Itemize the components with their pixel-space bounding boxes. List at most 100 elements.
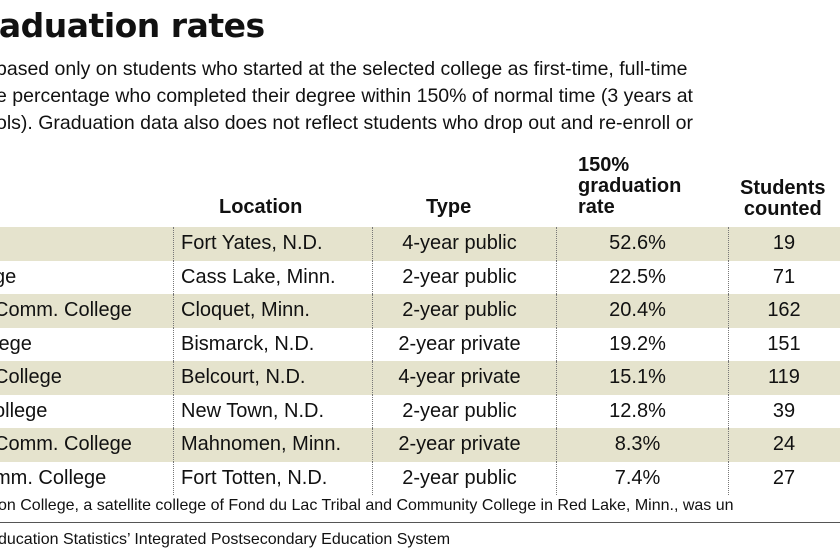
column-divider [728,327,729,361]
cell-location: Bismarck, N.D. [181,332,315,355]
cell-count: 119 [768,366,800,388]
header-rate-line-3: rate [578,196,615,218]
intro-line-1: based only on students who started at th… [0,58,688,80]
table-row: Fort Yates, N.D. 4-year public 52.6% 19 [0,227,840,261]
column-divider [556,327,557,361]
source-note: ducation Statistics’ Integrated Postseco… [0,531,451,548]
cell-location: Cloquet, Minn. [181,299,310,321]
cell-location: Cass Lake, Minn. [181,265,336,288]
cell-rate: 22.5% [609,265,666,288]
column-divider [728,361,729,395]
column-divider [728,227,729,261]
column-divider [556,227,557,261]
cell-rate: 20.4% [609,299,666,321]
column-divider [372,461,373,495]
column-divider [556,461,557,495]
cell-type: 2-year private [398,433,521,455]
cell-count: 151 [767,332,801,355]
column-divider [728,394,729,428]
column-divider [173,294,174,328]
cell-name [0,227,160,261]
column-divider [372,394,373,428]
cell-location: New Town, N.D. [181,399,325,422]
cell-rate: 19.2% [609,332,666,355]
cell-name: mm. College [0,466,107,489]
column-divider [728,428,729,462]
column-divider [173,227,174,261]
header-type: Type [426,197,471,218]
column-divider [372,294,373,328]
cell-type: 2-year public [402,466,517,489]
column-divider [556,361,557,395]
divider [0,522,840,523]
cell-type: 2-year public [402,399,517,422]
cell-count: 39 [772,399,796,422]
column-divider [173,327,174,361]
cell-count: 19 [772,232,796,254]
column-divider [556,294,557,328]
intro-text: based only on students who started at th… [0,56,840,137]
cell-location: Mahnomen, Minn. [181,433,342,455]
graduation-table: Fort Yates, N.D. 4-year public 52.6% 19 ge Ca… [0,227,840,495]
column-divider [372,361,373,395]
column-divider [728,294,729,328]
cell-type: 4-year public [402,232,517,254]
cell-type: 2-year public [402,299,517,321]
cell-name: Comm. College [0,299,132,321]
cell-location: Fort Totten, N.D. [181,466,328,489]
cell-count: 71 [772,265,796,288]
column-divider [372,428,373,462]
table-row: Comm. College Mahnomen, Minn. 2-year priva… [0,428,840,462]
column-divider [173,428,174,462]
cell-location: Belcourt, N.D. [181,366,306,388]
cell-count: 27 [772,466,796,489]
column-divider [556,260,557,294]
cell-type: 2-year private [398,332,521,355]
cell-name: ge [0,265,17,288]
column-divider [728,461,729,495]
cell-name: Comm. College [0,433,132,455]
table-row: Comm. College Cloquet, Minn. 2-year public… [0,294,840,328]
cell-name: College [0,366,62,388]
header-rate: 150% graduation rate [578,155,681,218]
column-divider [372,327,373,361]
column-divider [173,394,174,428]
footnote: on College, a satellite college of Fond … [0,497,734,514]
table-row: ge Cass Lake, Minn. 2-year public 22.5% 71 [0,260,840,294]
column-divider [372,227,373,261]
column-divider [728,260,729,294]
cell-name: lege [0,332,32,355]
cell-rate: 15.1% [609,366,666,388]
cell-type: 4-year private [398,366,521,388]
table-row: mm. College Fort Totten, N.D. 2-year publi… [0,461,840,495]
table-row: ollege New Town, N.D. 2-year public 12.8% 39 [0,394,840,428]
cell-count: 24 [772,433,796,455]
page-title: graduation rates [0,6,265,45]
cell-type: 2-year public [402,265,517,288]
header-count-line-2: counted [743,198,822,220]
column-divider [173,260,174,294]
table-row: lege Bismarck, N.D. 2-year private 19.2% 151 [0,327,840,361]
cell-count: 162 [767,299,801,321]
header-rate-line-2: graduation [578,175,682,197]
cell-rate: 7.4% [614,466,661,489]
column-divider [556,428,557,462]
intro-line-3: ols). Graduation data also does not refl… [0,112,693,134]
column-divider [173,461,174,495]
header-location: Location [219,197,302,218]
column-divider [173,361,174,395]
header-count: Students counted [740,178,826,220]
cell-location: Fort Yates, N.D. [181,232,323,254]
cell-rate: 12.8% [609,399,666,422]
cell-rate: 52.6% [609,232,666,254]
table-row: College Belcourt, N.D. 4-year private 15.1%… [0,361,840,395]
cell-rate: 8.3% [614,433,661,455]
header-count-line-1: Students [740,177,826,199]
header-location-line: Location [219,196,303,218]
header-rate-line-1: 150% [578,154,630,176]
column-divider [556,394,557,428]
cell-name: ollege [0,399,48,422]
header-type-line: Type [426,196,472,218]
column-divider [372,260,373,294]
intro-line-2: e percentage who completed their degree … [0,85,693,107]
